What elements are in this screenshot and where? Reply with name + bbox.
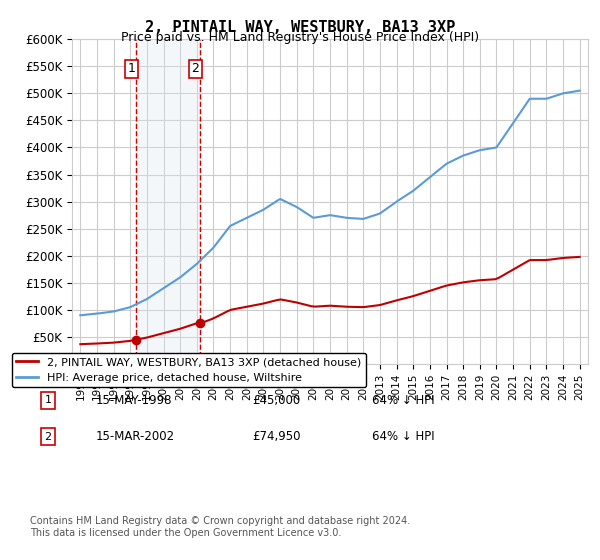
Text: 2, PINTAIL WAY, WESTBURY, BA13 3XP: 2, PINTAIL WAY, WESTBURY, BA13 3XP <box>145 20 455 35</box>
Text: Price paid vs. HM Land Registry's House Price Index (HPI): Price paid vs. HM Land Registry's House … <box>121 31 479 44</box>
Text: £74,950: £74,950 <box>252 430 301 444</box>
Bar <box>136 39 200 364</box>
Text: 64% ↓ HPI: 64% ↓ HPI <box>372 430 434 444</box>
Legend: 2, PINTAIL WAY, WESTBURY, BA13 3XP (detached house), HPI: Average price, detache: 2, PINTAIL WAY, WESTBURY, BA13 3XP (deta… <box>11 353 366 387</box>
Text: 2: 2 <box>191 63 199 76</box>
Text: 64% ↓ HPI: 64% ↓ HPI <box>372 394 434 407</box>
Text: 15-MAY-1998: 15-MAY-1998 <box>96 394 173 407</box>
Text: Contains HM Land Registry data © Crown copyright and database right 2024.
This d: Contains HM Land Registry data © Crown c… <box>30 516 410 538</box>
Text: 1: 1 <box>44 395 52 405</box>
Text: £45,000: £45,000 <box>252 394 300 407</box>
Text: 2: 2 <box>44 432 52 442</box>
Text: 15-MAR-2002: 15-MAR-2002 <box>96 430 175 444</box>
Text: 1: 1 <box>127 63 136 76</box>
